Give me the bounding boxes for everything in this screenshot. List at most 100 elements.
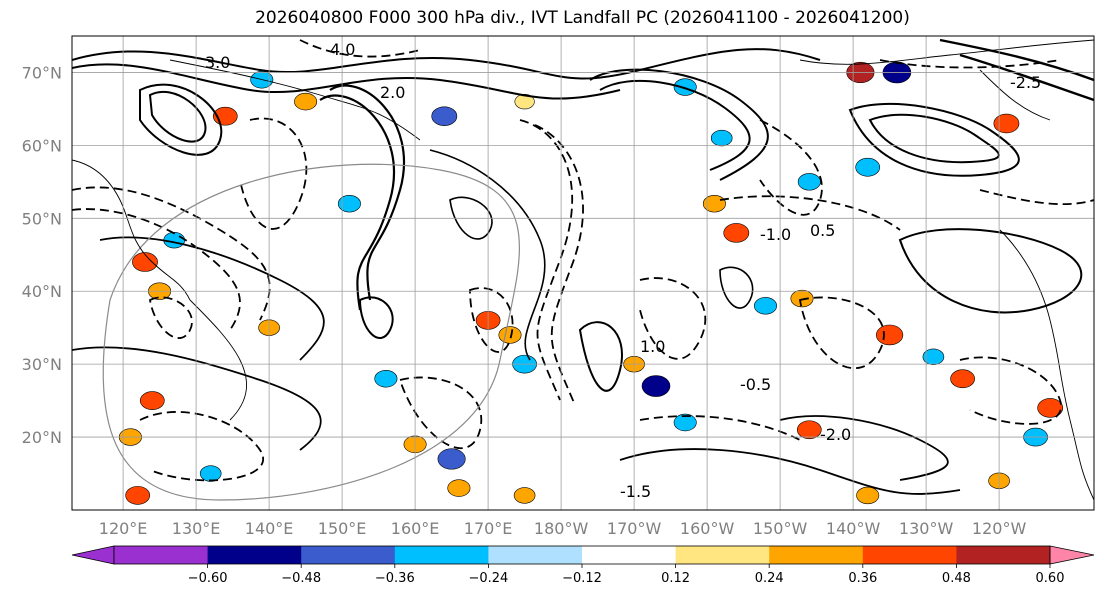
contour-label: -1.0 bbox=[760, 225, 791, 244]
contour-dashed bbox=[398, 376, 483, 450]
colorbar-bin bbox=[956, 546, 1051, 564]
lat-tick-label: 70°N bbox=[22, 63, 62, 82]
longitude-ticks: 120°E 130°E 140°E 150°E 160°E 170°E 180°W 170°W… bbox=[99, 519, 1027, 538]
plot-frame bbox=[71, 35, 1095, 511]
lon-tick-label: 130°W bbox=[899, 519, 954, 538]
contour-solid bbox=[779, 415, 949, 481]
colorbar: −0.60 −0.48 −0.36 −0.24 −0.12 0.12 0.24 0.36 0.4… bbox=[71, 545, 1095, 586]
lon-tick-label: 130°E bbox=[172, 519, 221, 538]
lon-tick-label: 170°W bbox=[607, 519, 662, 538]
colorbar-bin bbox=[301, 546, 396, 564]
shaded-cell bbox=[702, 195, 726, 213]
lon-tick-label: 140°W bbox=[826, 519, 881, 538]
colorbar-tick-label: −0.36 bbox=[375, 571, 415, 586]
lat-tick-label: 40°N bbox=[22, 282, 62, 301]
colorbar-bin bbox=[207, 546, 302, 564]
contour-dashed bbox=[534, 124, 584, 406]
coastline bbox=[72, 159, 191, 301]
contour-label: 0.5 bbox=[810, 221, 835, 240]
shaded-cell bbox=[796, 420, 822, 440]
colorbar-tick-label: 0.12 bbox=[661, 571, 690, 586]
contour-solid bbox=[148, 90, 207, 143]
shaded-cell bbox=[125, 486, 151, 505]
lon-tick-label: 170°E bbox=[464, 519, 513, 538]
ivt-contours bbox=[72, 38, 1094, 501]
colorbar-bin bbox=[488, 546, 583, 564]
shaded-cell bbox=[875, 324, 904, 346]
coastline bbox=[979, 69, 1051, 121]
colorbar-tick-label: −0.60 bbox=[188, 571, 228, 586]
shaded-cell bbox=[797, 173, 821, 191]
coastline bbox=[169, 59, 421, 141]
shaded-cell bbox=[139, 391, 165, 410]
shaded-cell bbox=[294, 92, 318, 111]
shaded-cell bbox=[790, 289, 814, 308]
colorbar-bin bbox=[675, 546, 770, 564]
shaded-cell bbox=[856, 486, 880, 505]
shaded-cell bbox=[437, 448, 466, 470]
contour-dashed bbox=[299, 39, 421, 58]
contour-solid bbox=[959, 53, 1094, 102]
contour-solid bbox=[72, 346, 322, 451]
shaded-cell bbox=[1037, 398, 1064, 418]
lon-tick-label: 120°E bbox=[99, 519, 148, 538]
contour-dashed bbox=[469, 287, 514, 353]
plot-background bbox=[72, 36, 1094, 510]
contour-solid bbox=[319, 94, 396, 311]
contour-dashed bbox=[979, 189, 1094, 206]
colorbar-tick-label: 0.60 bbox=[1036, 571, 1065, 586]
contour-solid bbox=[578, 321, 623, 392]
contour-solid bbox=[329, 84, 406, 301]
colorbar-bin bbox=[862, 546, 957, 564]
colorbar-bin bbox=[394, 546, 489, 564]
contour-label: -0.5 bbox=[740, 375, 771, 394]
contour-dashed bbox=[879, 59, 1061, 69]
contour-dashed bbox=[139, 411, 264, 482]
coastlines bbox=[72, 39, 1094, 501]
shaded-cell bbox=[513, 487, 536, 504]
contour-solid bbox=[72, 63, 621, 100]
contour-label: 4.0 bbox=[330, 40, 355, 59]
colorbar-tick-label: 0.24 bbox=[755, 571, 784, 586]
lon-tick-label: 120°W bbox=[972, 519, 1027, 538]
contour-dashed bbox=[639, 415, 801, 441]
shaded-cell bbox=[498, 326, 522, 344]
shaded-cell bbox=[922, 348, 945, 366]
contour-dashed bbox=[239, 117, 308, 230]
contour-label: -1.5 bbox=[620, 482, 651, 501]
colorbar-bin bbox=[769, 546, 864, 564]
lat-tick-label: 30°N bbox=[22, 355, 62, 374]
contour-solid bbox=[449, 196, 493, 240]
lon-tick-label: 140°E bbox=[245, 519, 294, 538]
shaded-cell bbox=[431, 106, 458, 126]
contour-label: 1.0 bbox=[640, 337, 665, 356]
contour-solid bbox=[589, 68, 769, 181]
contour-solid bbox=[939, 38, 1094, 82]
contour-dashed bbox=[639, 277, 707, 360]
contour-dashed bbox=[719, 195, 901, 231]
contour-label: -2.0 bbox=[820, 425, 851, 444]
lat-tick-label: 60°N bbox=[22, 136, 62, 155]
lon-tick-label: 160°W bbox=[680, 519, 735, 538]
contour-solid bbox=[719, 266, 754, 309]
colorbar-extend-high bbox=[1049, 545, 1095, 565]
contour-solid bbox=[72, 48, 821, 80]
chart-title: 2026040800 F000 300 hPa div., IVT Landfa… bbox=[255, 8, 910, 28]
graticule bbox=[72, 36, 1094, 510]
contour-solid bbox=[898, 228, 1083, 314]
contour-dashed bbox=[72, 186, 271, 321]
contour-solid bbox=[139, 83, 223, 156]
shaded-cell bbox=[710, 129, 733, 147]
contour-dashed bbox=[798, 296, 885, 370]
latitude-ticks: 70°N 60°N 50°N 40°N 30°N 20°N bbox=[22, 63, 62, 447]
colorbar-tick-label: −0.48 bbox=[281, 571, 321, 586]
coastline bbox=[999, 229, 1094, 501]
shaded-cell bbox=[723, 223, 750, 243]
shaded-cell bbox=[993, 113, 1020, 134]
contour-solid bbox=[358, 296, 394, 339]
lat-tick-label: 20°N bbox=[22, 428, 62, 447]
contour-dashed bbox=[959, 356, 1062, 425]
coastline bbox=[189, 299, 247, 421]
lon-tick-label: 150°E bbox=[318, 519, 367, 538]
